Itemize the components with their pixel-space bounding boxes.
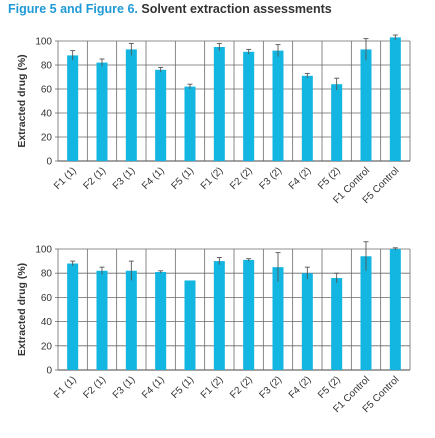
y-tick-label: 20 <box>41 341 53 352</box>
y-tick-label: 0 <box>46 366 52 377</box>
y-axis-title: Extracted drug (%) <box>16 54 28 147</box>
bar <box>96 62 108 161</box>
figure-caption-lead: Figure 5 and Figure 6. <box>8 2 138 16</box>
figure-caption-text: Solvent extraction assessments <box>137 2 332 16</box>
bar <box>389 249 401 370</box>
bar <box>389 37 401 161</box>
y-tick-label: 60 <box>41 293 53 304</box>
y-axis-title: Extracted drug (%) <box>16 263 28 356</box>
figure-caption: Figure 5 and Figure 6. Solvent extractio… <box>8 2 332 16</box>
x-tick-label: F4 (1) <box>140 165 167 192</box>
y-tick-label: 80 <box>41 61 53 72</box>
x-tick-label: F1 (1) <box>52 165 79 192</box>
y-tick-label: 40 <box>41 317 53 328</box>
bar <box>184 280 196 370</box>
bar <box>272 50 284 161</box>
y-tick-label: 40 <box>41 109 53 120</box>
x-tick-label: F5 (2) <box>316 165 343 192</box>
x-tick-label: F3 (1) <box>111 374 138 401</box>
bar <box>331 278 343 370</box>
bar <box>360 256 372 370</box>
x-tick-label: F4 (2) <box>287 165 314 192</box>
bar <box>67 263 79 370</box>
x-tick-label: F4 (1) <box>140 374 167 401</box>
bar <box>213 261 225 370</box>
bar <box>243 259 255 370</box>
x-tick-label: F5 (2) <box>316 374 343 401</box>
y-tick-label: 0 <box>46 157 52 168</box>
bar <box>155 69 167 161</box>
x-tick-label: F2 (1) <box>81 374 108 401</box>
y-tick-label: 80 <box>41 269 53 280</box>
bar <box>125 49 137 161</box>
bar <box>184 86 196 161</box>
bar <box>243 51 255 161</box>
bar <box>125 270 137 370</box>
y-tick-label: 100 <box>35 245 52 256</box>
x-tick-label: F3 (2) <box>257 374 284 401</box>
x-tick-label: F1 (2) <box>199 374 226 401</box>
bar <box>301 273 313 370</box>
bar <box>213 47 225 161</box>
x-tick-label: F5 (1) <box>169 374 196 401</box>
x-tick-label: F2 (2) <box>228 165 255 192</box>
bar <box>301 75 313 161</box>
x-tick-label: F3 (2) <box>257 165 284 192</box>
y-tick-label: 100 <box>35 37 52 48</box>
bar <box>331 84 343 161</box>
x-tick-label: F2 (1) <box>81 165 108 192</box>
bar <box>67 55 79 161</box>
x-tick-label: F1 (1) <box>52 374 79 401</box>
x-tick-label: F3 (1) <box>111 165 138 192</box>
bar <box>155 271 167 370</box>
x-tick-label: F2 (2) <box>228 374 255 401</box>
y-tick-label: 20 <box>41 133 53 144</box>
x-tick-label: F5 (1) <box>169 165 196 192</box>
bar <box>360 49 372 161</box>
bar <box>272 267 284 370</box>
x-tick-label: F1 (2) <box>199 165 226 192</box>
bar <box>96 270 108 370</box>
y-tick-label: 60 <box>41 85 53 96</box>
x-tick-label: F4 (2) <box>287 374 314 401</box>
